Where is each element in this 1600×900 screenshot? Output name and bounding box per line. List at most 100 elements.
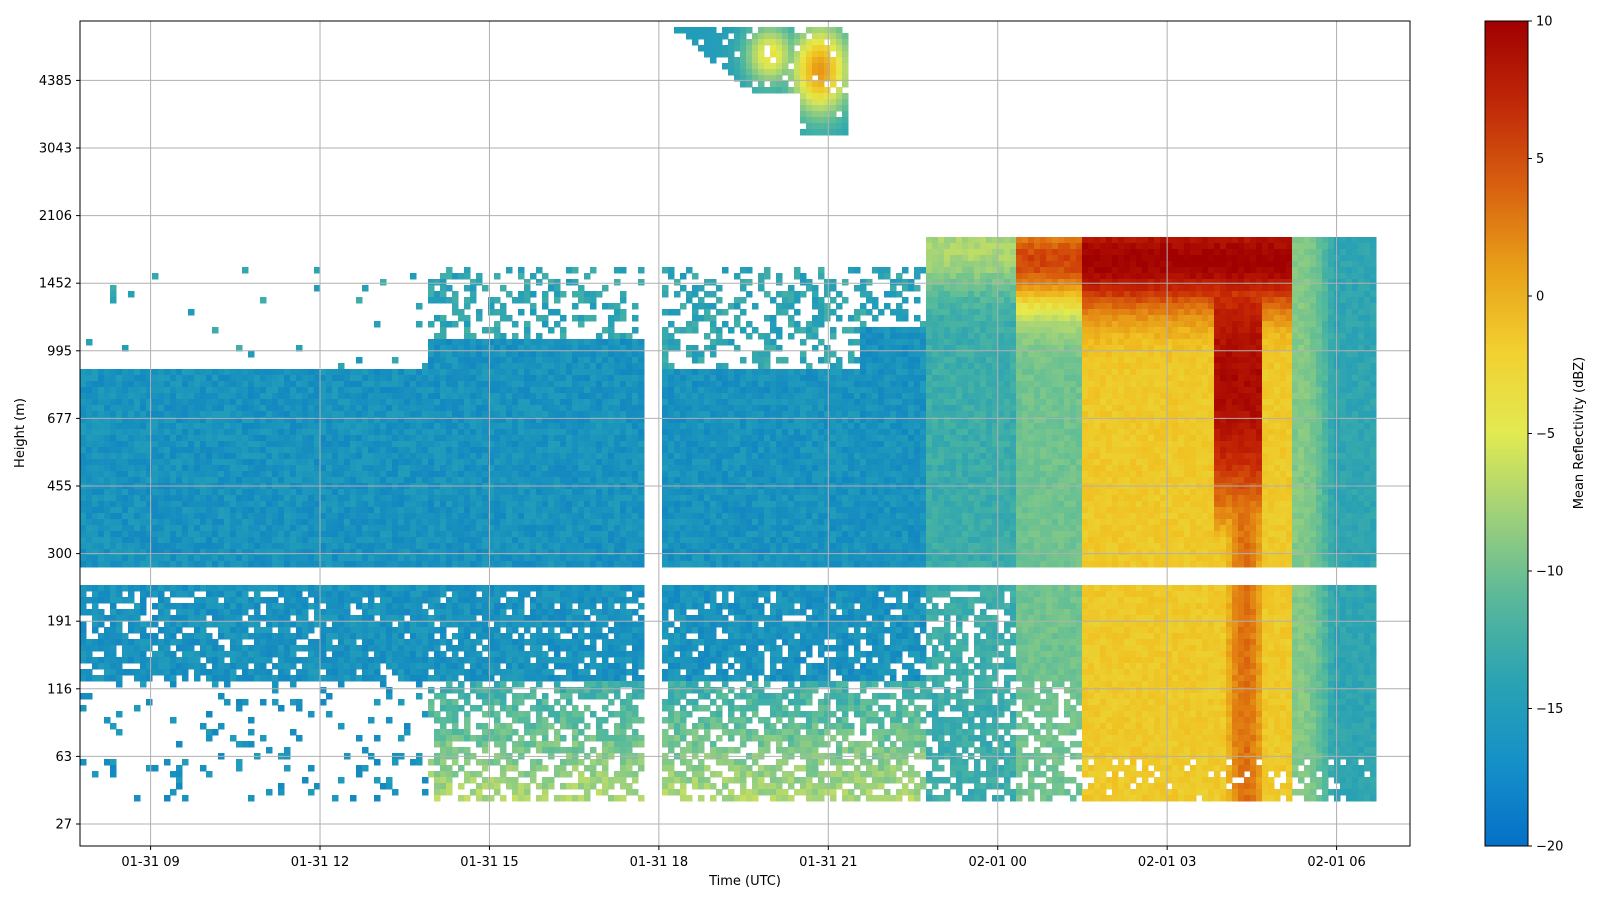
heatmap-cell	[344, 591, 351, 598]
heatmap-cell	[302, 513, 309, 520]
heatmap-cell	[422, 501, 429, 508]
heatmap-cell	[506, 453, 513, 460]
heatmap-cell	[548, 417, 555, 424]
heatmap-cell	[512, 681, 519, 688]
heatmap-cell	[146, 393, 153, 400]
heatmap-cell	[158, 591, 165, 598]
heatmap-cell	[110, 771, 117, 778]
heatmap-cell	[344, 399, 351, 406]
heatmap-cell	[518, 309, 525, 316]
heatmap-cell	[452, 675, 459, 682]
heatmap-cell	[260, 543, 267, 550]
heatmap-cell	[308, 555, 315, 562]
heatmap-cell	[590, 585, 597, 592]
heatmap-cell	[536, 357, 543, 364]
heatmap-cell	[278, 495, 285, 502]
heatmap-cell	[116, 519, 123, 526]
heatmap-cell	[188, 387, 195, 394]
heatmap-cell	[542, 525, 549, 532]
heatmap-cell	[530, 417, 537, 424]
heatmap-cell	[314, 657, 321, 664]
heatmap-cell	[206, 633, 213, 640]
heatmap-cell	[332, 591, 339, 598]
heatmap-cell	[476, 597, 483, 604]
heatmap-cell	[602, 675, 609, 682]
heatmap-cell	[194, 513, 201, 520]
heatmap-cell	[506, 603, 513, 610]
heatmap-cell	[176, 537, 183, 544]
heatmap-cell	[278, 651, 285, 658]
heatmap-cell	[602, 411, 609, 418]
heatmap-cell	[242, 525, 249, 532]
heatmap-cell	[500, 339, 507, 346]
heatmap-cell	[590, 531, 597, 538]
heatmap-cell	[152, 435, 159, 442]
heatmap-cell	[452, 477, 459, 484]
heatmap-cell	[296, 519, 303, 526]
heatmap-cell	[548, 339, 555, 346]
heatmap-cell	[104, 615, 111, 622]
heatmap-cell	[530, 729, 537, 736]
heatmap-cell	[308, 657, 315, 664]
heatmap-cell	[158, 597, 165, 604]
heatmap-cell	[524, 465, 531, 472]
heatmap-cell	[290, 561, 297, 568]
heatmap-cell	[380, 495, 387, 502]
heatmap-cell	[218, 447, 225, 454]
heatmap-cell	[500, 423, 507, 430]
heatmap-cell	[98, 507, 105, 514]
heatmap-cell	[608, 369, 615, 376]
heatmap-cell	[206, 387, 213, 394]
heatmap-cell	[494, 489, 501, 496]
heatmap-cell	[242, 669, 249, 676]
heatmap-cell	[248, 471, 255, 478]
heatmap-cell	[326, 429, 333, 436]
heatmap-cell	[242, 429, 249, 436]
heatmap-cell	[332, 369, 339, 376]
heatmap-cell	[98, 615, 105, 622]
heatmap-cell	[236, 603, 243, 610]
heatmap-cell	[224, 381, 231, 388]
heatmap-cell	[452, 735, 459, 742]
heatmap-cell	[596, 471, 603, 478]
heatmap-cell	[272, 531, 279, 538]
heatmap-cell	[224, 531, 231, 538]
heatmap-cell	[386, 615, 393, 622]
heatmap-cell	[524, 711, 531, 718]
heatmap-cell	[488, 537, 495, 544]
heatmap-cell	[98, 561, 105, 568]
heatmap-cell	[494, 363, 501, 370]
heatmap-cell	[590, 363, 597, 370]
heatmap-cell	[416, 399, 423, 406]
heatmap-cell	[362, 663, 369, 670]
heatmap-cell	[590, 693, 597, 700]
heatmap-cell	[122, 657, 129, 664]
heatmap-cell	[506, 765, 513, 772]
heatmap-cell	[98, 645, 105, 652]
heatmap-cell	[158, 417, 165, 424]
heatmap-cell	[290, 423, 297, 430]
heatmap-cell	[410, 441, 417, 448]
heatmap-cell	[272, 519, 279, 526]
heatmap-cell	[422, 399, 429, 406]
heatmap-cell	[164, 633, 171, 640]
heatmap-cell	[206, 675, 213, 682]
heatmap-cell	[254, 447, 261, 454]
heatmap-cell	[206, 711, 213, 718]
heatmap-cell	[416, 519, 423, 526]
heatmap-cell	[146, 411, 153, 418]
heatmap-cell	[356, 495, 363, 502]
heatmap-cell	[380, 531, 387, 538]
heatmap-cell	[140, 387, 147, 394]
heatmap-cell	[122, 597, 129, 604]
heatmap-cell	[482, 735, 489, 742]
heatmap-cell	[290, 633, 297, 640]
heatmap-cell	[572, 705, 579, 712]
heatmap-cell	[266, 399, 273, 406]
heatmap-cell	[104, 525, 111, 532]
heatmap-cell	[608, 375, 615, 382]
heatmap-cell	[80, 471, 87, 478]
heatmap-cell	[248, 543, 255, 550]
heatmap-cell	[332, 633, 339, 640]
heatmap-cell	[404, 423, 411, 430]
